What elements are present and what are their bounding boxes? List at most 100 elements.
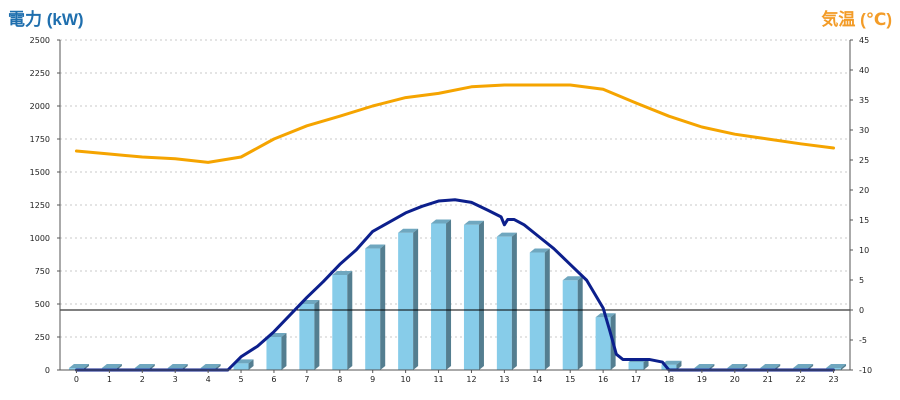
x-tick-label: 7 bbox=[304, 375, 309, 384]
right-tick-label: 25 bbox=[859, 156, 869, 165]
axis-layer: 02505007501000125015001750200022502500-1… bbox=[30, 36, 872, 384]
bar-front bbox=[365, 248, 381, 370]
bar-side bbox=[577, 276, 583, 370]
bar-top bbox=[760, 364, 781, 369]
left-tick-label: 2250 bbox=[30, 69, 50, 78]
bar-side bbox=[347, 270, 353, 370]
left-tick-label: 250 bbox=[35, 333, 50, 342]
bar-side bbox=[544, 248, 550, 370]
x-tick-label: 12 bbox=[466, 375, 476, 384]
bar-front bbox=[595, 317, 611, 370]
power-line bbox=[74, 198, 836, 372]
x-tick-label: 4 bbox=[206, 375, 211, 384]
x-tick-label: 3 bbox=[173, 375, 178, 384]
bar bbox=[365, 244, 386, 370]
bar bbox=[661, 360, 682, 370]
left-tick-label: 1500 bbox=[30, 168, 50, 177]
x-tick-label: 20 bbox=[730, 375, 740, 384]
left-tick-label: 750 bbox=[35, 267, 50, 276]
right-tick-label: -10 bbox=[859, 366, 872, 375]
left-tick-label: 1000 bbox=[30, 234, 50, 243]
bar-front bbox=[299, 304, 315, 370]
x-tick-label: 16 bbox=[598, 375, 608, 384]
bar-front bbox=[628, 362, 644, 370]
bar-top bbox=[694, 364, 715, 369]
left-tick-label: 2500 bbox=[30, 36, 50, 45]
bar-side bbox=[281, 333, 287, 370]
bar bbox=[562, 276, 583, 370]
x-tick-label: 6 bbox=[271, 375, 276, 384]
bar-side bbox=[380, 244, 386, 370]
bar-side bbox=[248, 359, 254, 370]
right-tick-label: 35 bbox=[859, 96, 869, 105]
bar-front bbox=[233, 363, 249, 370]
bar bbox=[496, 232, 517, 370]
bar-top bbox=[431, 219, 452, 224]
bar-top bbox=[200, 364, 221, 369]
bar-front bbox=[431, 223, 447, 370]
bar-top bbox=[826, 364, 847, 369]
bar-side bbox=[511, 232, 517, 370]
bar-side bbox=[446, 219, 452, 370]
bar bbox=[529, 248, 550, 370]
right-tick-label: 40 bbox=[859, 66, 869, 75]
bar-side bbox=[676, 360, 682, 370]
bar-side bbox=[478, 220, 484, 370]
bar-top bbox=[529, 248, 550, 253]
bar-front bbox=[496, 236, 512, 370]
right-tick-label: 10 bbox=[859, 246, 869, 255]
right-tick-label: 45 bbox=[859, 36, 869, 45]
line-layer bbox=[60, 83, 850, 372]
bar bbox=[431, 219, 452, 370]
x-tick-label: 0 bbox=[74, 375, 79, 384]
bar-front bbox=[661, 364, 677, 370]
x-tick-label: 23 bbox=[828, 375, 838, 384]
bar-top bbox=[463, 220, 484, 225]
x-tick-label: 18 bbox=[664, 375, 674, 384]
bar-top bbox=[167, 364, 188, 369]
x-tick-label: 5 bbox=[238, 375, 243, 384]
bar-top bbox=[562, 276, 583, 281]
left-tick-label: 1750 bbox=[30, 135, 50, 144]
x-tick-label: 14 bbox=[532, 375, 542, 384]
x-tick-label: 2 bbox=[140, 375, 145, 384]
bar-top bbox=[727, 364, 748, 369]
right-tick-label: 15 bbox=[859, 216, 869, 225]
bar bbox=[398, 228, 419, 370]
left-tick-label: 2000 bbox=[30, 102, 50, 111]
bar bbox=[463, 220, 484, 370]
bar-front bbox=[332, 274, 348, 370]
bar-top bbox=[398, 228, 419, 233]
x-tick-label: 8 bbox=[337, 375, 342, 384]
x-tick-label: 10 bbox=[401, 375, 411, 384]
bar-layer bbox=[68, 219, 847, 370]
right-tick-label: 20 bbox=[859, 186, 869, 195]
bar-side bbox=[314, 300, 320, 370]
bar-front bbox=[562, 280, 578, 370]
right-tick-label: 0 bbox=[859, 306, 864, 315]
bar-top bbox=[661, 360, 682, 365]
right-tick-label: 5 bbox=[859, 276, 864, 285]
bar-top bbox=[496, 232, 517, 237]
x-tick-label: 9 bbox=[370, 375, 375, 384]
x-tick-label: 21 bbox=[763, 375, 773, 384]
bar-top bbox=[101, 364, 122, 369]
bar-front bbox=[463, 224, 479, 370]
bar-side bbox=[841, 364, 847, 370]
left-tick-label: 500 bbox=[35, 300, 50, 309]
x-tick-label: 15 bbox=[565, 375, 575, 384]
bar bbox=[266, 333, 287, 370]
bar-side bbox=[413, 228, 419, 370]
temperature-line bbox=[74, 83, 836, 164]
grid-layer bbox=[60, 39, 850, 338]
left-axis-title: 電力 (kW) bbox=[8, 10, 84, 29]
bar-top bbox=[332, 270, 353, 275]
x-tick-label: 13 bbox=[499, 375, 509, 384]
x-tick-label: 1 bbox=[107, 375, 112, 384]
bar-top bbox=[68, 364, 89, 369]
right-tick-label: -5 bbox=[859, 336, 867, 345]
left-tick-label: 0 bbox=[45, 366, 50, 375]
bar bbox=[332, 270, 353, 370]
bar bbox=[299, 300, 320, 370]
